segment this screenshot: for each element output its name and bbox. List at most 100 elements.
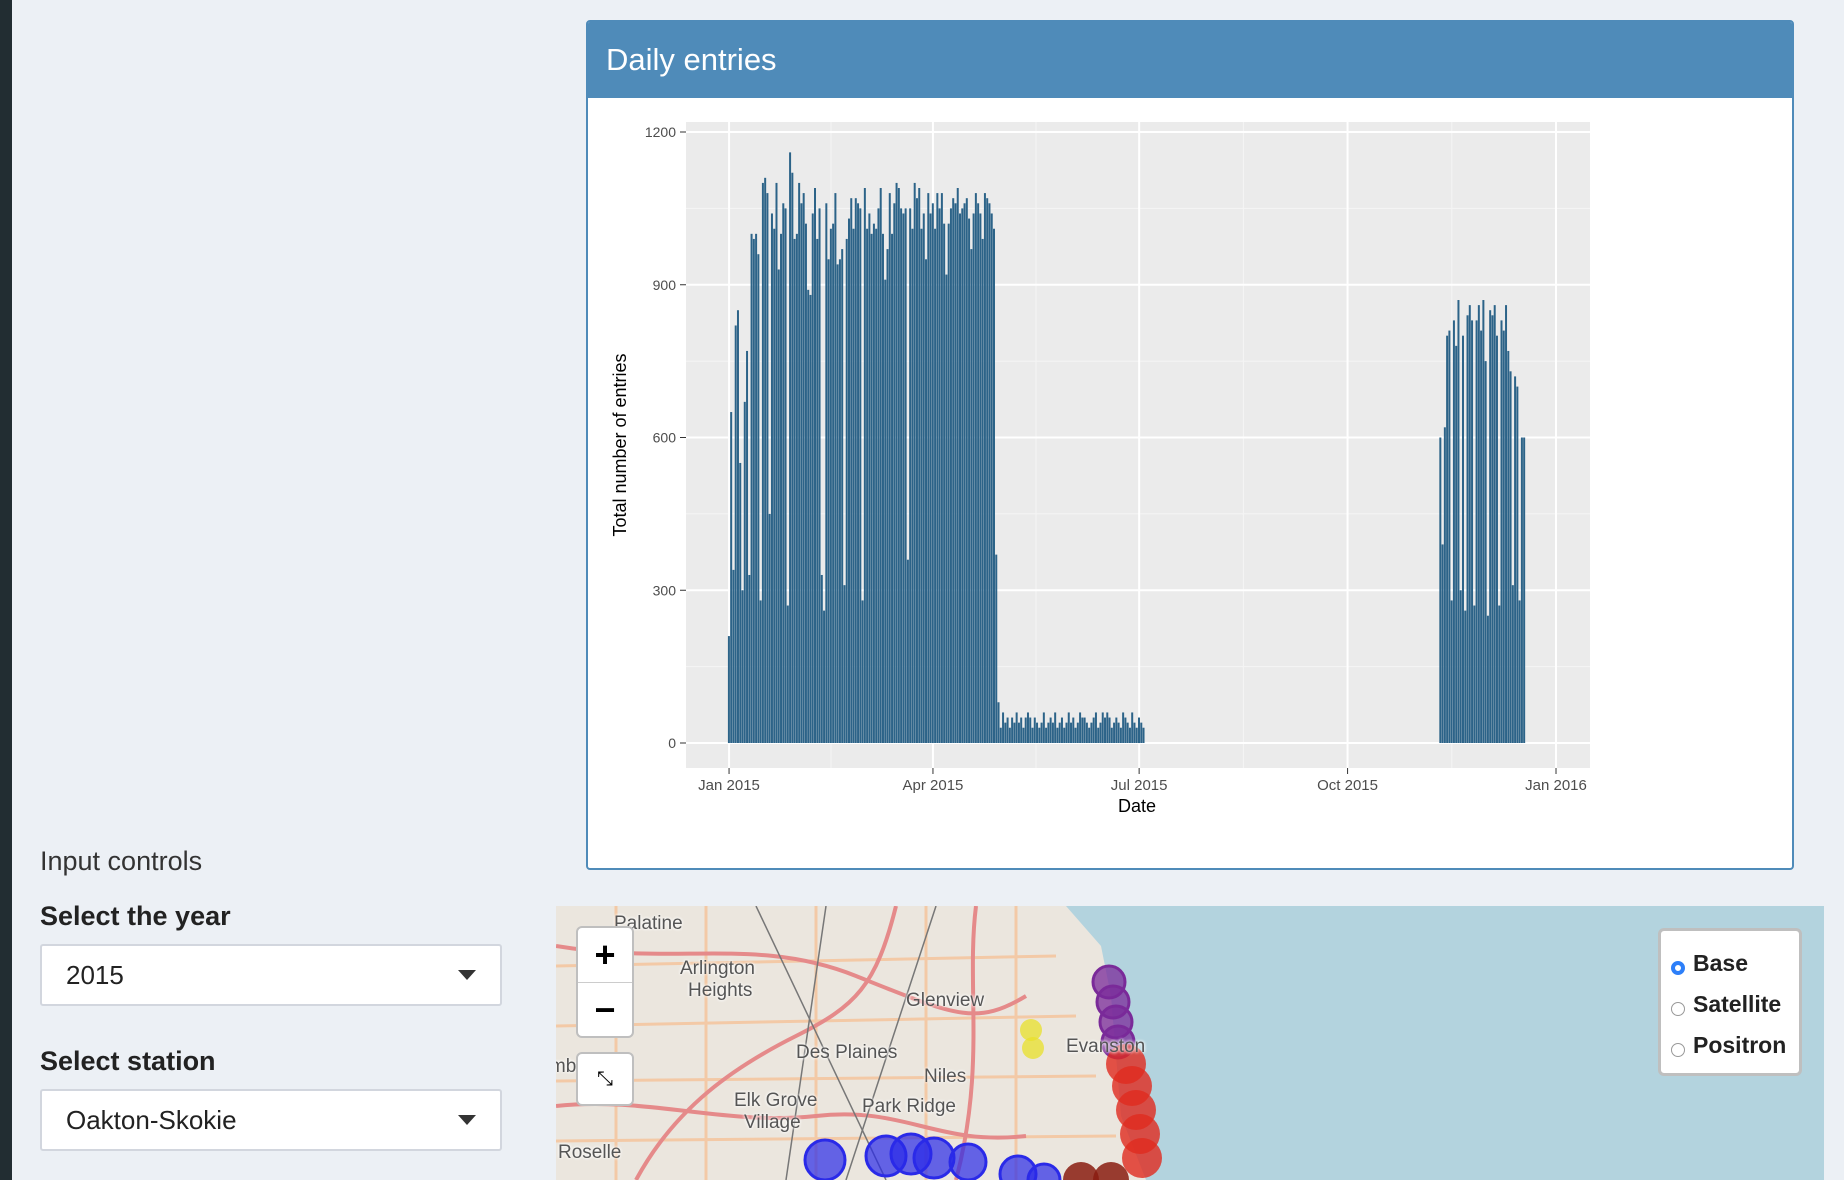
bar (945, 274, 948, 743)
bar (727, 636, 730, 743)
bar (1142, 727, 1145, 743)
bar (1518, 600, 1521, 743)
place-glenview: Glenview (906, 990, 985, 1011)
bar (1455, 345, 1458, 743)
layer-option-satellite[interactable]: Satellite (1671, 984, 1789, 1025)
bar (877, 208, 880, 743)
bar (734, 325, 737, 743)
layer-control: Base Satellite Positron (1658, 928, 1802, 1076)
bar (782, 203, 785, 743)
bar (759, 600, 762, 743)
bar (834, 193, 837, 744)
bar (736, 310, 739, 743)
bar (854, 198, 857, 744)
bar (1475, 320, 1478, 743)
y-tick-label: 0 (668, 735, 676, 751)
bar (732, 569, 735, 743)
bar (748, 574, 751, 743)
zoom-out-button[interactable]: − (578, 982, 632, 1037)
bar (1015, 712, 1018, 743)
bar (1051, 722, 1054, 743)
bar (954, 203, 957, 743)
bar (757, 254, 760, 743)
place-niles: Niles (924, 1066, 967, 1087)
layer-label: Satellite (1693, 991, 1782, 1017)
bar (1083, 717, 1086, 743)
bar (1502, 330, 1505, 743)
bar (997, 702, 1000, 743)
bar (909, 208, 912, 743)
bar (1443, 427, 1446, 743)
bar (1113, 722, 1116, 743)
bar (841, 249, 844, 743)
y-axis-title: Total number of entries (610, 353, 630, 536)
x-tick-label: Apr 2015 (903, 777, 964, 794)
bar (1081, 717, 1084, 743)
bar (1049, 717, 1052, 743)
place-roselle: Roselle (558, 1142, 622, 1163)
bar (947, 223, 950, 743)
bar (773, 228, 776, 743)
bar (1072, 717, 1075, 743)
radio-icon (1671, 1042, 1685, 1057)
bar (1126, 722, 1129, 743)
bar (986, 198, 989, 744)
bar (1058, 722, 1061, 743)
bar (988, 203, 991, 743)
bar (827, 259, 830, 743)
bar (784, 208, 787, 743)
bar (968, 218, 971, 743)
bar (800, 203, 803, 743)
station-select[interactable]: Oakton-Skokie (40, 1089, 502, 1151)
bar (1002, 712, 1005, 743)
bar (1491, 315, 1494, 743)
bar (900, 208, 903, 743)
station-map[interactable]: Palatine Arlington Heights Glenview Evan… (556, 906, 1824, 1180)
lake-michigan (1066, 906, 1824, 1180)
bar (949, 208, 952, 743)
station-markers (803, 964, 1162, 1180)
reset-view-button[interactable]: ⤡ (576, 1052, 634, 1106)
bar (1013, 722, 1016, 743)
bar (872, 223, 875, 743)
y-tick-label: 900 (653, 277, 677, 293)
bar (1133, 722, 1136, 743)
bar (999, 727, 1002, 743)
bar (1017, 722, 1020, 743)
bar (1085, 722, 1088, 743)
chart-area: 0 300 600 900 1200 Jan 2015 Apr 2015 Jul 2015 Oc… (588, 98, 1792, 868)
bar (891, 233, 894, 744)
bar (1448, 330, 1451, 743)
bar (764, 177, 767, 743)
bar-chart: 0 300 600 900 1200 Jan 2015 Apr 2015 Jul 2015 Oc… (610, 122, 1590, 816)
bar (775, 182, 778, 744)
bar (1024, 717, 1027, 743)
bar (1441, 544, 1444, 743)
bar (1036, 722, 1039, 743)
bar (992, 228, 995, 743)
year-select[interactable]: 2015 (40, 944, 502, 1006)
bar (1070, 722, 1073, 743)
bar (1040, 722, 1043, 743)
x-axis-title: Date (1118, 796, 1156, 816)
controls-title: Input controls (40, 846, 203, 876)
layer-option-positron[interactable]: Positron (1671, 1025, 1789, 1066)
bar (1060, 717, 1063, 743)
bar (777, 269, 780, 743)
bar (1006, 717, 1009, 743)
bar (1104, 717, 1107, 743)
bar (902, 213, 905, 743)
bar (847, 218, 850, 743)
bar (857, 203, 860, 743)
bar (1466, 315, 1469, 743)
zoom-in-button[interactable]: + (594, 934, 616, 975)
bar (1484, 361, 1487, 743)
bar (1489, 310, 1492, 743)
bar (804, 223, 807, 743)
layer-label: Positron (1693, 1032, 1787, 1058)
bar (884, 279, 887, 743)
bar (956, 188, 959, 744)
bar (1076, 722, 1079, 743)
bar (850, 198, 853, 744)
layer-option-base[interactable]: Base (1671, 943, 1789, 984)
